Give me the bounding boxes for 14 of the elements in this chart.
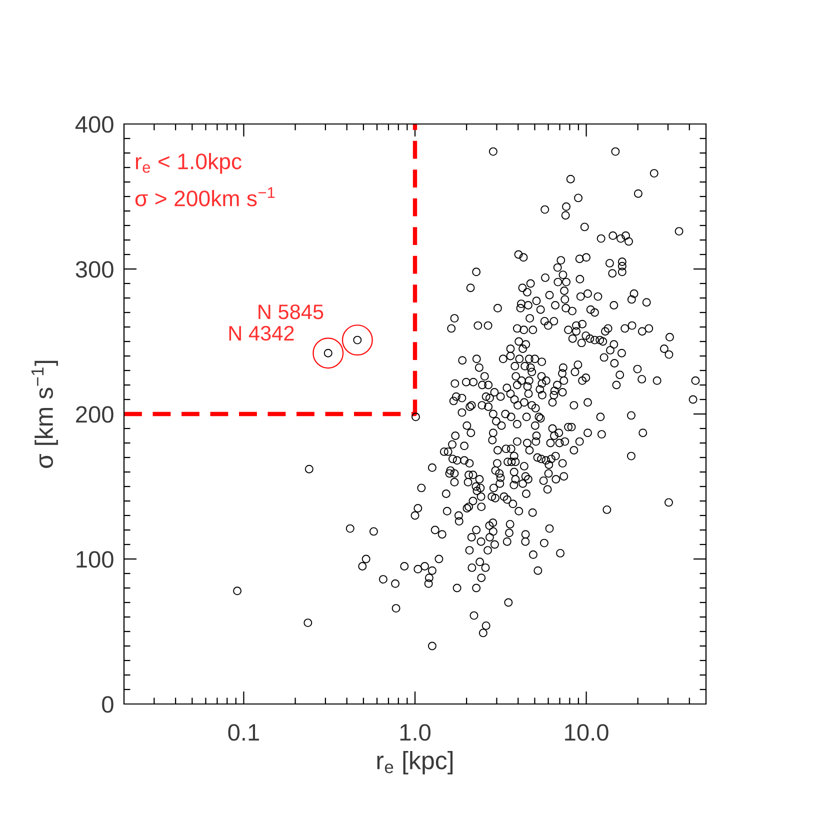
annotation: r$_{e}$ < 1.0kpc: [136, 152, 242, 174]
annotation: σ > 200km s$^{−1}$: [135, 187, 275, 206]
x-tick-label: 10.0: [565, 724, 608, 741]
x-tick-label: 1.0: [400, 724, 430, 741]
x-axis-title: r$_{e}$ [kpc]: [377, 751, 453, 774]
annotation: N 5845: [258, 304, 324, 320]
annotation: N 4342: [229, 326, 294, 341]
x-tick-label: 0.1: [228, 724, 259, 741]
y-tick-label: 100: [76, 551, 114, 568]
y-tick-label: 200: [76, 406, 114, 423]
y-tick-label: 0: [102, 696, 114, 713]
y-tick-label: 300: [76, 261, 114, 278]
y-axis-title: σ [km s$^{−1}$]: [31, 360, 58, 468]
y-tick-label: 400: [75, 116, 114, 133]
